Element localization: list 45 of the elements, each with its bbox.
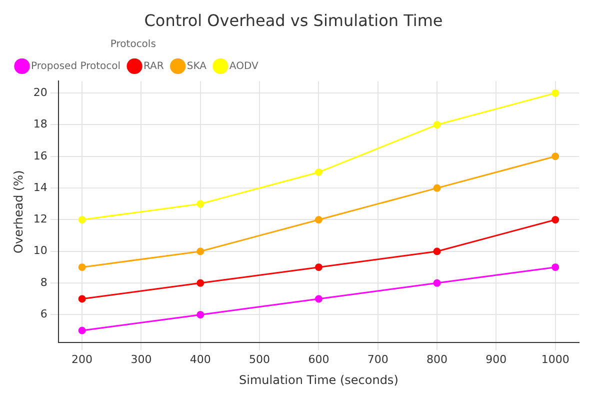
point [433,279,441,287]
y-tick-label: 20 [33,86,48,99]
x-tick-label: 600 [308,352,330,366]
legend-label: SKA [186,60,207,72]
point [314,168,322,176]
point [78,295,86,303]
point [552,152,560,160]
x-tick-label: 400 [190,352,211,366]
y-tick-label: 6 [40,308,48,321]
x-tick-label: 1000 [541,352,570,366]
point [552,263,560,271]
point [552,216,560,224]
point [78,263,86,271]
point [78,326,86,334]
legend-label: AODV [229,60,258,72]
point [78,216,86,224]
point [433,120,441,128]
point [314,216,322,224]
y-tick-label: 18 [33,118,48,131]
point [314,295,322,303]
point [196,279,204,287]
point [196,200,204,208]
chart-title: Control Overhead vs Simulation Time [144,10,443,30]
legend-title: Protocols [110,38,156,50]
legend-label: RAR [144,60,164,72]
point [433,184,441,192]
x-tick-label: 700 [367,352,388,366]
y-tick-label: 12 [33,212,48,226]
x-tick-label: 300 [130,352,152,366]
y-tick-label: 14 [33,180,48,194]
x-tick-label: 800 [426,352,448,366]
point [196,248,204,256]
legend-label: Proposed Protocol [31,60,121,72]
y-tick-label: 16 [33,149,48,162]
y-tick-label: 8 [40,276,48,289]
x-tick-label: 900 [486,352,507,366]
x-tick-label: 200 [72,352,93,366]
y-tick-label: 10 [33,244,48,258]
x-axis-title: Simulation Time (seconds) [239,372,398,387]
x-tick-label: 500 [249,352,270,366]
point [433,248,441,256]
point [552,89,560,97]
point [314,263,322,271]
y-axis-title: Overhead (%) [11,170,26,254]
point [196,310,204,318]
